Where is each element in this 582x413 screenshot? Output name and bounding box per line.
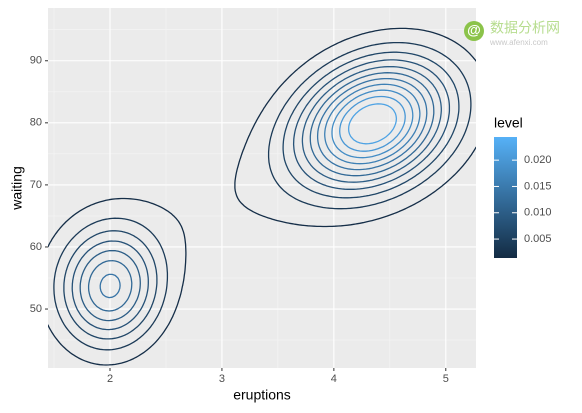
- y-tick-label: 70: [30, 179, 42, 191]
- x-tick-label: 5: [443, 373, 449, 385]
- x-tick-label: 2: [107, 373, 113, 385]
- watermark-name: 数据分析网: [490, 20, 560, 36]
- contour-line: [63, 51, 460, 340]
- logo: [464, 21, 484, 41]
- y-tick-label: 50: [30, 303, 42, 315]
- legend-tick-label: 0.015: [524, 180, 552, 192]
- x-tick-label: 4: [331, 373, 337, 385]
- contour-line: [48, 27, 476, 366]
- legend-tick-label: 0.005: [524, 233, 552, 245]
- logo-text: @: [467, 22, 481, 38]
- contour-line: [71, 59, 451, 331]
- contour-line: [79, 65, 442, 322]
- contour-line: [87, 72, 435, 312]
- legend-title: level: [494, 115, 523, 131]
- legend-tick-label: 0.010: [524, 207, 552, 219]
- legend-tick-label: 0.020: [524, 154, 552, 166]
- colorbar: [494, 137, 517, 258]
- y-tick-label: 60: [30, 241, 42, 253]
- y-axis-title: waiting: [9, 166, 25, 211]
- contour-line: [99, 77, 428, 299]
- contour-line: [53, 41, 472, 351]
- contour-line: [347, 103, 398, 145]
- watermark-url: www.afenxi.com: [489, 38, 548, 47]
- contour-line: [339, 95, 406, 152]
- x-tick-label: 3: [219, 373, 225, 385]
- contour-line: [324, 83, 421, 165]
- contour-line: [331, 89, 414, 159]
- y-tick-label: 80: [30, 117, 42, 129]
- x-axis-title: eruptions: [233, 387, 291, 403]
- y-tick-label: 90: [30, 55, 42, 67]
